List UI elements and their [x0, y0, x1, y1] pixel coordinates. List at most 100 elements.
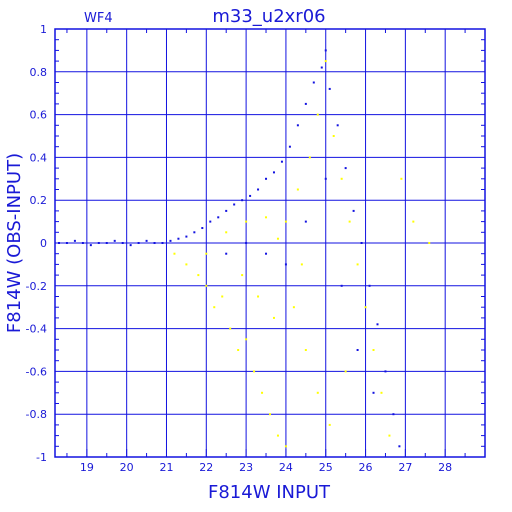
data-point	[205, 252, 208, 255]
tick-labels: 19 20 21 22 23 24 25 26 27 28 1 0.8 0.6 0.4 0.2 0 -0.2 -0…	[26, 23, 453, 474]
y-axis-label: F814W (OBS-INPUT)	[4, 153, 25, 333]
data-point	[340, 177, 343, 180]
data-point	[368, 284, 371, 287]
data-point	[201, 227, 204, 230]
y-tick-label: 0	[40, 237, 47, 250]
data-point	[276, 434, 279, 437]
data-point	[241, 199, 244, 202]
data-point	[344, 370, 347, 373]
data-point	[296, 124, 299, 127]
data-point	[380, 391, 383, 394]
data-point	[284, 220, 287, 223]
x-tick-label: 21	[159, 461, 173, 474]
data-points	[57, 49, 431, 448]
y-tick-label: 0.2	[30, 194, 48, 207]
data-point	[57, 242, 60, 244]
y-tick-label: 0.8	[30, 66, 48, 79]
data-point	[169, 239, 172, 242]
data-point	[340, 284, 343, 287]
data-point	[265, 177, 268, 180]
data-point	[89, 244, 92, 247]
data-point	[288, 145, 291, 148]
data-point	[233, 203, 236, 206]
x-tick-label: 23	[239, 461, 253, 474]
data-point	[356, 263, 359, 266]
data-point	[237, 349, 240, 351]
data-point	[400, 177, 403, 180]
data-point	[161, 242, 164, 244]
data-point	[308, 156, 311, 159]
x-tick-label: 22	[199, 461, 213, 474]
data-point	[205, 284, 208, 287]
data-point	[129, 244, 132, 247]
data-point	[328, 423, 331, 426]
x-tick-label: 26	[359, 461, 373, 474]
y-tick-label: -0.6	[26, 365, 47, 378]
data-point	[245, 242, 248, 244]
data-point	[73, 239, 76, 242]
data-point	[209, 220, 212, 223]
data-point	[304, 349, 307, 351]
data-point	[121, 242, 124, 244]
data-point	[348, 220, 351, 223]
data-point	[225, 252, 228, 255]
tick-marks	[55, 29, 485, 457]
data-point	[356, 349, 359, 351]
data-point	[265, 216, 268, 219]
data-point	[197, 274, 200, 277]
data-point	[257, 295, 260, 298]
data-point	[272, 171, 275, 174]
data-point	[360, 242, 363, 244]
data-point	[398, 445, 401, 448]
y-tick-label: 1	[40, 23, 47, 36]
data-point	[272, 316, 275, 319]
data-point	[253, 370, 256, 373]
data-point	[213, 306, 216, 309]
data-point	[177, 237, 180, 240]
data-point	[241, 274, 244, 277]
data-point	[292, 306, 295, 309]
data-point	[352, 209, 355, 212]
data-point	[316, 113, 319, 116]
data-point	[284, 263, 287, 266]
data-point	[173, 252, 176, 255]
data-point	[304, 220, 307, 223]
data-point	[388, 434, 391, 437]
data-point	[384, 370, 387, 373]
x-axis-label: F814W INPUT	[208, 482, 331, 503]
data-point	[217, 216, 220, 219]
data-point	[225, 209, 228, 212]
x-tick-label: 28	[438, 461, 452, 474]
data-point	[185, 263, 188, 266]
y-tick-label: 0.6	[30, 109, 48, 122]
data-point	[316, 391, 319, 394]
y-tick-label: -0.2	[26, 280, 47, 293]
data-point	[280, 160, 283, 163]
x-tick-label: 20	[120, 461, 134, 474]
plot-frame	[54, 28, 486, 458]
data-point	[332, 135, 335, 137]
x-tick-label: 25	[319, 461, 333, 474]
data-point	[376, 323, 379, 326]
data-point	[81, 242, 84, 244]
data-point	[276, 237, 279, 240]
data-point	[65, 242, 68, 244]
data-point	[185, 235, 188, 238]
data-point	[229, 327, 232, 330]
data-point	[412, 220, 415, 223]
data-point	[257, 188, 260, 191]
y-tick-label: -0.4	[26, 323, 47, 336]
data-point	[428, 242, 431, 244]
series-0	[57, 49, 401, 448]
data-point	[344, 167, 347, 170]
data-point	[324, 60, 327, 63]
data-point	[336, 124, 339, 127]
data-point	[225, 231, 228, 234]
data-point	[245, 220, 248, 223]
data-point	[372, 349, 375, 351]
data-point	[137, 242, 140, 244]
data-point	[245, 338, 248, 341]
data-point	[304, 102, 307, 105]
